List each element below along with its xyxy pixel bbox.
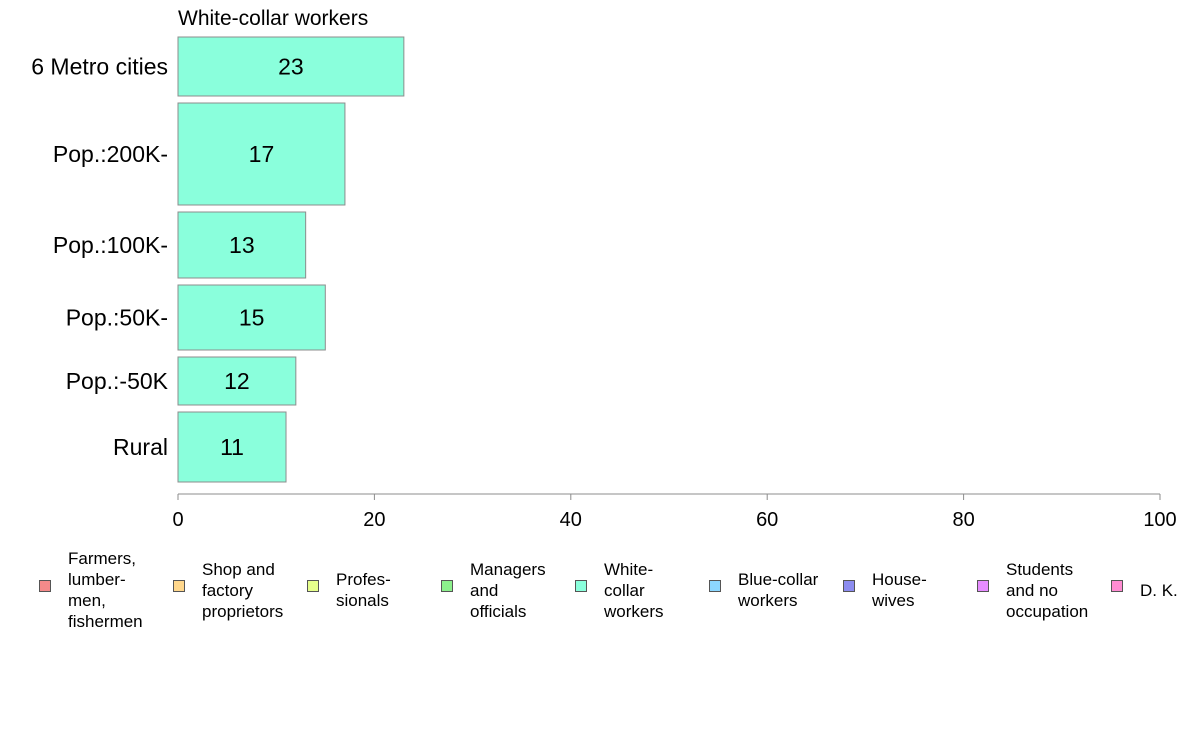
category-label: Rural: [113, 434, 168, 460]
bar-value-label: 23: [278, 54, 304, 80]
legend-item: Farmers, lumber- men, fishermen: [39, 548, 143, 632]
legend-label: Farmers, lumber- men, fishermen: [68, 549, 143, 631]
category-label: Pop.:-50K: [66, 368, 169, 394]
legend-swatch: [173, 580, 185, 592]
legend-item: House- wives: [843, 548, 927, 632]
legend-label: Shop and factory proprietors: [202, 559, 284, 621]
chart-title: White-collar workers: [178, 7, 368, 30]
bar-chart: White-collar workers 23 17 13 15 12 11 6 Metr…: [31, 7, 1177, 531]
legend-label: House- wives: [872, 570, 927, 610]
legend-item: Profes- sionals: [307, 548, 391, 632]
x-axis: 0 20 40 60 80 100: [172, 493, 1177, 531]
legend-item: Students and no occupation: [977, 548, 1088, 632]
category-label: Pop.:100K-: [53, 232, 168, 258]
legend-label: Managers and officials: [470, 559, 546, 621]
legend: Farmers, lumber- men, fishermen Shop and …: [0, 548, 1188, 648]
legend-swatch: [307, 580, 319, 592]
legend-item: Blue-collar workers: [709, 548, 818, 632]
bars-group: 23 17 13 15 12 11: [177, 36, 405, 483]
legend-swatch: [843, 580, 855, 592]
x-tick-label: 100: [1143, 509, 1176, 531]
x-tick-label: 60: [756, 509, 778, 531]
legend-label: White- collar workers: [604, 559, 664, 621]
legend-swatch: [441, 580, 453, 592]
legend-swatch: [575, 580, 587, 592]
bar-value-label: 13: [229, 232, 255, 258]
bar: [177, 102, 346, 206]
bar: [177, 284, 326, 351]
legend-swatch: [977, 580, 989, 592]
legend-swatch: [1111, 580, 1123, 592]
x-tick-label: 20: [363, 509, 385, 531]
legend-label: Students and no occupation: [1006, 559, 1089, 621]
category-label: Pop.:200K-: [53, 141, 168, 167]
bar: [177, 411, 287, 483]
legend-label: Profes- sionals: [336, 570, 391, 610]
category-label: Pop.:50K-: [66, 305, 168, 331]
bar-value-label: 12: [224, 368, 250, 394]
bar: [177, 356, 297, 406]
x-tick-label: 0: [172, 509, 183, 531]
legend-label: Blue-collar workers: [738, 570, 819, 610]
legend-swatch: [39, 580, 51, 592]
bar: [177, 211, 307, 279]
legend-item: White- collar workers: [575, 548, 664, 632]
legend-swatch: [709, 580, 721, 592]
bar-value-label: 17: [249, 141, 275, 167]
legend-item: D. K.: [1111, 548, 1178, 632]
bar-value-label: 11: [220, 434, 244, 460]
x-tick-label: 80: [952, 509, 974, 531]
category-labels: 6 Metro cities Pop.:200K- Pop.:100K- Pop.:5…: [31, 54, 168, 461]
bar: [177, 36, 405, 97]
legend-label: D. K.: [1140, 580, 1178, 600]
x-tick-label: 40: [560, 509, 582, 531]
bar-value-label: 15: [239, 305, 265, 331]
legend-item: Managers and officials: [441, 548, 546, 632]
category-label: 6 Metro cities: [31, 54, 168, 80]
legend-item: Shop and factory proprietors: [173, 548, 283, 632]
